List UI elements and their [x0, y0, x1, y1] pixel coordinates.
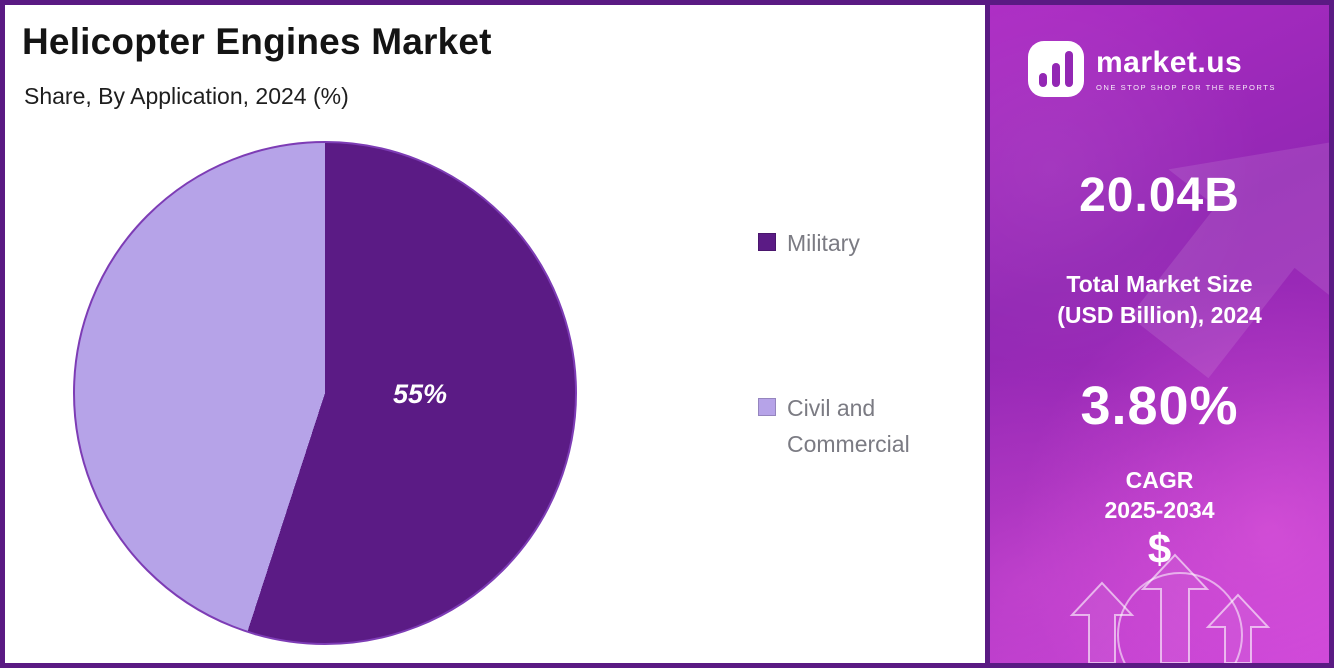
- watermark-arrow-icon: [1129, 142, 1329, 379]
- logo-bar-icon: [1065, 51, 1073, 87]
- cagr-label: CAGR 2025-2034: [990, 465, 1329, 525]
- pie-slice-label-military: 55%: [393, 379, 448, 409]
- marketus-logo-icon: [1028, 41, 1084, 97]
- market-size-label: Total Market Size (USD Billion), 2024: [990, 269, 1329, 331]
- legend-swatch-civil-commercial: [758, 398, 776, 416]
- market-size-label-line2: (USD Billion), 2024: [1057, 302, 1262, 328]
- page-title: Helicopter Engines Market: [22, 21, 492, 62]
- market-size-value: 20.04B: [1079, 169, 1240, 222]
- chart-area: Helicopter Engines Market Share, By Appl…: [5, 5, 985, 663]
- sidebar: market.us ONE STOP SHOP FOR THE REPORTS …: [985, 5, 1329, 663]
- dollar-icon: $: [1147, 525, 1172, 572]
- logo-tagline: ONE STOP SHOP FOR THE REPORTS: [1096, 83, 1276, 92]
- legend-swatch-military: [758, 233, 776, 251]
- legend: Military Civil and Commercial: [758, 225, 917, 462]
- cagr-value: 3.80%: [1080, 376, 1239, 436]
- logo-bar-icon: [1052, 63, 1060, 87]
- legend-label-civil-commercial: Civil and Commercial: [787, 395, 910, 457]
- market-size-label-line1: Total Market Size: [1066, 271, 1253, 297]
- cagr-label-line1: CAGR: [1125, 467, 1194, 493]
- chart-subtitle: Share, By Application, 2024 (%): [24, 83, 349, 109]
- legend-item-military: Military: [758, 225, 917, 261]
- logo-text: market.us: [1096, 46, 1243, 79]
- legend-label-military: Military: [787, 230, 860, 256]
- legend-item-civil-commercial: Civil and Commercial: [758, 390, 917, 462]
- pie-chart: 55%: [73, 141, 577, 645]
- logo-bar-icon: [1039, 73, 1047, 87]
- cagr-label-line2: 2025-2034: [1104, 497, 1215, 523]
- growth-arrows-graphic: [1069, 553, 1271, 663]
- marketus-logo: market.us ONE STOP SHOP FOR THE REPORTS: [1028, 41, 1276, 97]
